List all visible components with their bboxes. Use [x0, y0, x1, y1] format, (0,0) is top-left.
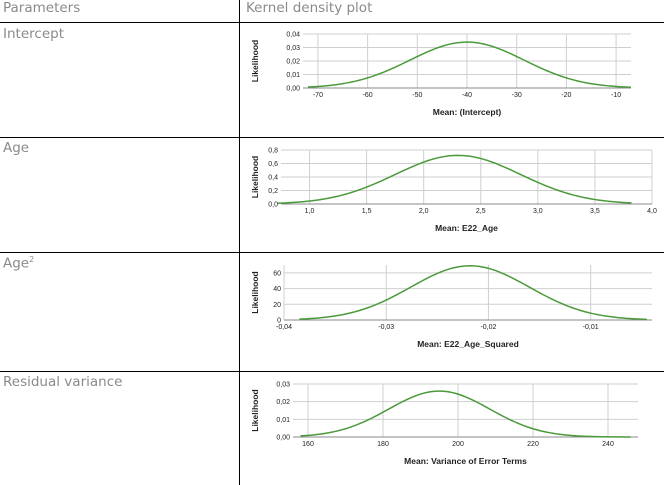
param-age: Age: [3, 140, 30, 156]
x-tick-label: 1,5: [362, 208, 372, 215]
y-tick-label: 0,00: [286, 86, 300, 93]
x-axis-label: Mean: Variance of Error Terms: [404, 456, 527, 466]
x-tick-label: 3,0: [533, 208, 543, 215]
x-tick-label: 200: [452, 441, 464, 448]
header-kernel-density-plot: Kernel density plot: [246, 0, 373, 16]
y-tick-label: 0,00: [276, 435, 290, 442]
y-tick-label: 0: [277, 318, 281, 325]
x-tick-label: -40: [462, 92, 472, 99]
y-tick-label: 0,03: [276, 382, 290, 389]
density-plot-age-squared: 0 20 40 60 -0,04 -0,03 -0,02 -0,01 Mean: E22_Age…: [250, 265, 652, 349]
y-tick-label: 0,01: [276, 417, 290, 424]
y-tick-label: 0,01: [286, 72, 300, 79]
x-tick-label: 2,0: [419, 208, 429, 215]
y-axis-label: Likelihood: [250, 271, 260, 314]
x-tick-label: 220: [527, 441, 539, 448]
x-tick-label: -0,02: [480, 324, 496, 331]
x-tick-label: -30: [512, 92, 522, 99]
y-tick-label: 0,8: [268, 148, 278, 155]
density-plot-residual-variance: 0,00 0,01 0,02 0,03 160 180 200 220 240 Mean: Var…: [250, 382, 638, 466]
x-tick-label: 2,5: [476, 208, 486, 215]
x-tick-label: 240: [602, 441, 614, 448]
row-divider: [0, 371, 664, 372]
param-intercept: Intercept: [3, 26, 64, 42]
x-tick-label: -50: [412, 92, 422, 99]
x-tick-label: -0,04: [276, 324, 292, 331]
density-curve: [307, 41, 632, 88]
density-plot-intercept: 0,00 0,01 0,02 0,03 0,04 -70 -60 -50 -40 -30 -20 -1…: [250, 32, 632, 117]
header-parameters: Parameters: [3, 0, 81, 16]
y-tick-label: 0,6: [268, 161, 278, 168]
x-tick-label: -70: [313, 92, 323, 99]
density-curve: [300, 390, 631, 438]
header-divider: [0, 22, 664, 23]
x-tick-label: 1,0: [305, 208, 315, 215]
row-divider: [0, 252, 664, 253]
y-tick-label: 40: [273, 286, 281, 293]
x-axis-label: Mean: (Intercept): [433, 107, 502, 117]
y-tick-label: 60: [273, 270, 281, 277]
column-divider: [239, 0, 240, 485]
x-tick-label: -60: [363, 92, 373, 99]
x-tick-label: -20: [561, 92, 571, 99]
param-age-squared-base: Age: [3, 255, 30, 272]
x-axis-label: Mean: E22_Age: [435, 223, 498, 233]
y-tick-label: 0,4: [268, 175, 278, 182]
param-age-squared: Age2: [3, 255, 34, 272]
y-axis-label: Likelihood: [250, 40, 260, 83]
y-axis-label: Likelihood: [250, 156, 260, 199]
y-tick-label: 0,02: [276, 399, 290, 406]
y-tick-label: 20: [273, 302, 281, 309]
x-tick-label: 4,0: [647, 208, 657, 215]
row-divider: [0, 137, 664, 138]
density-curve: [277, 154, 632, 204]
x-axis-label: Mean: E22_Age_Squared: [417, 339, 519, 349]
param-age-squared-exponent: 2: [29, 255, 35, 264]
x-tick-label: 160: [302, 441, 314, 448]
density-curve: [299, 265, 647, 321]
x-tick-label: -0,03: [378, 324, 394, 331]
density-plot-age: 0,0 0,2 0,4 0,6 0,8 1,0 1,5 2,0 2,5 3,0 3,5 4,0 Mean…: [250, 148, 657, 234]
y-axis-label: Likelihood: [250, 389, 260, 432]
y-tick-label: 0,0: [268, 202, 278, 209]
param-residual-variance: Residual variance: [3, 374, 123, 390]
y-tick-label: 0,2: [268, 188, 278, 195]
x-tick-label: 180: [377, 441, 389, 448]
x-tick-label: -10: [611, 92, 621, 99]
y-tick-label: 0,04: [286, 32, 300, 39]
y-tick-label: 0,03: [286, 45, 300, 52]
x-tick-label: -0,01: [583, 324, 599, 331]
y-tick-label: 0,02: [286, 59, 300, 66]
x-tick-label: 3,5: [590, 208, 600, 215]
